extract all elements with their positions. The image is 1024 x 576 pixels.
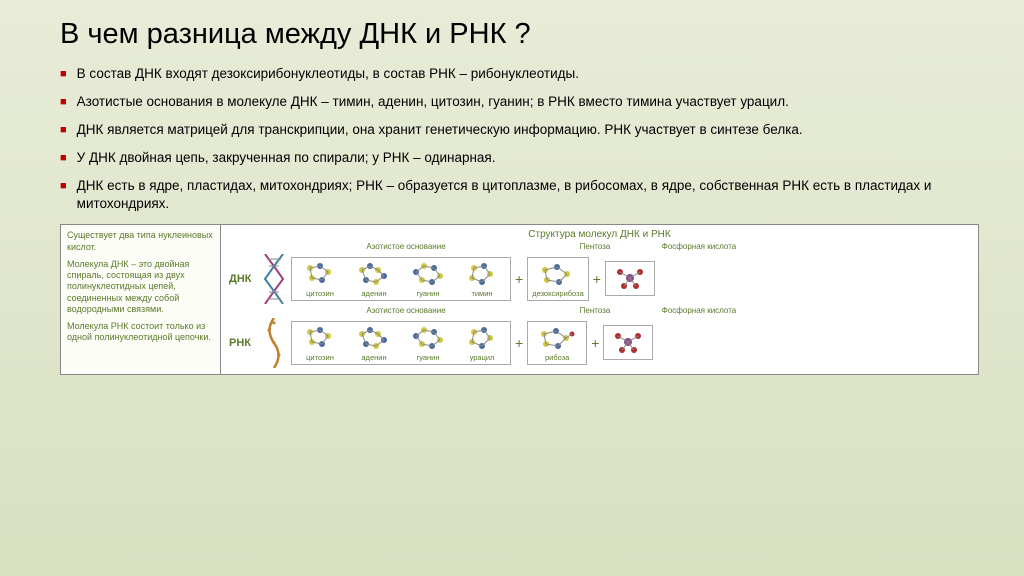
molecule-icon [408, 324, 448, 352]
molecule-icon [408, 260, 448, 288]
molecule-icon [300, 260, 340, 288]
molecule-icon [533, 260, 583, 288]
rna-helix-icon [259, 315, 289, 370]
diagram-molecules: Структура молекул ДНК и РНК Азотистое ос… [221, 225, 978, 374]
bullet-item: В состав ДНК входят дезоксирибонуклеотид… [60, 65, 979, 84]
slide-title: В чем разница между ДНК и РНК ? [60, 18, 979, 51]
molecule-icon [354, 324, 394, 352]
diagram-left-text: Существует два типа нуклеиновых кислот. … [61, 225, 221, 374]
bullet-item: У ДНК двойная цепь, закрученная по спира… [60, 149, 979, 168]
molecule-icon [532, 324, 582, 352]
bullet-item: ДНК есть в ядре, пластидах, митохондриях… [60, 177, 979, 215]
bullet-item: ДНК является матрицей для транскрипции, … [60, 121, 979, 140]
molecule-icon [462, 260, 502, 288]
molecule-icon [300, 324, 340, 352]
rna-row: РНК цитозин аденин гуанин урацил + рибоз… [229, 315, 970, 370]
molecule-icon [610, 264, 650, 292]
bullet-item: Азотистые основания в молекуле ДНК – тим… [60, 93, 979, 112]
bullet-list: В состав ДНК входят дезоксирибонуклеотид… [60, 65, 979, 214]
molecule-icon [354, 260, 394, 288]
molecule-icon [462, 324, 502, 352]
molecule-icon [608, 328, 648, 356]
dna-row: ДНК цитозин аденин гуанин тимин + дезокс… [229, 251, 970, 306]
structure-diagram: Существует два типа нуклеиновых кислот. … [60, 224, 979, 375]
dna-helix-icon [259, 251, 289, 306]
